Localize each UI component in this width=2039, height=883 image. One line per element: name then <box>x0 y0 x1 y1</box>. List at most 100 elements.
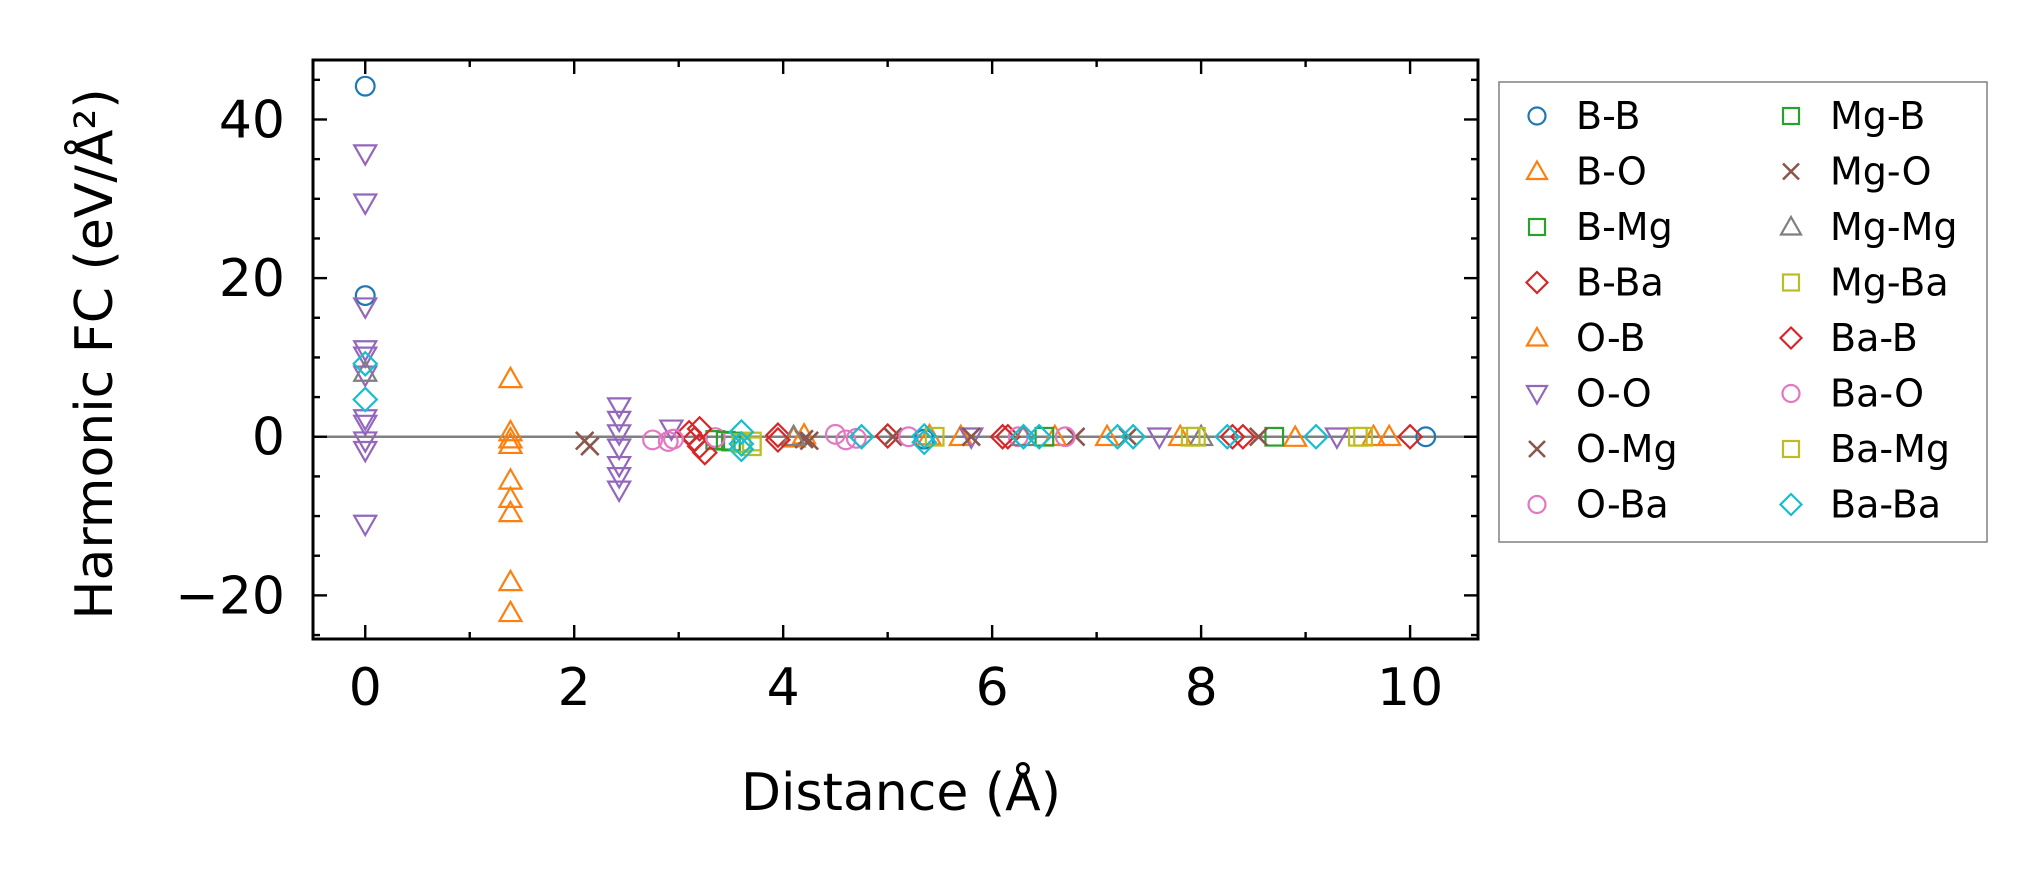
data-point <box>947 423 974 447</box>
data-point <box>352 144 379 167</box>
legend-marker <box>1527 217 1547 237</box>
x-tick-label: 8 <box>1185 658 1218 718</box>
data-point <box>1415 426 1437 448</box>
data-point <box>606 455 633 479</box>
legend-label: Mg-Mg <box>1830 205 1958 249</box>
legend-label: O-Ba <box>1576 483 1669 527</box>
legend-item: Mg-Mg <box>1779 205 1958 249</box>
data-point <box>1264 426 1285 447</box>
legend-marker <box>1781 383 1801 404</box>
legend-item: Ba-Mg <box>1781 427 1950 471</box>
legend-item: O-Ba <box>1527 483 1669 527</box>
data-point <box>1054 426 1076 448</box>
data-point <box>354 75 376 97</box>
series-Ba-Ba <box>352 350 1330 463</box>
series-O-O <box>352 144 1350 538</box>
data-point <box>728 418 755 446</box>
y-axis-label: Harmonic FC (eV/Å²) <box>63 88 125 619</box>
y-tick-label: 20 <box>219 249 285 309</box>
data-point <box>731 433 752 453</box>
data-point <box>606 438 633 462</box>
data-point <box>924 426 945 447</box>
data-point <box>958 427 985 450</box>
data-point <box>1120 423 1147 450</box>
x-tick-label: 6 <box>976 658 1009 718</box>
data-point <box>1185 426 1206 447</box>
legend-item: B-B <box>1527 94 1641 138</box>
data-point <box>1026 423 1053 450</box>
y-tick-label: 0 <box>252 408 285 468</box>
series-O-Mg <box>574 427 1086 456</box>
legend-box <box>1498 81 1988 543</box>
data-point <box>497 599 524 623</box>
data-point <box>1248 427 1269 447</box>
legend-item: B-Mg <box>1527 205 1673 249</box>
legend-item: Mg-B <box>1781 94 1925 138</box>
data-point <box>580 436 600 456</box>
data-point <box>497 499 524 523</box>
data-point <box>1396 423 1424 450</box>
y-tick-label: 40 <box>219 90 285 150</box>
legend-item: B-O <box>1525 150 1647 194</box>
legend-marker <box>1527 494 1547 515</box>
data-point <box>824 423 846 445</box>
data-point <box>1353 426 1373 447</box>
legend-marker <box>1779 214 1803 236</box>
legend-item: Ba-O <box>1781 372 1924 416</box>
data-point <box>704 427 726 448</box>
legend-label: B-O <box>1576 150 1647 194</box>
legend-label: O-O <box>1576 372 1652 416</box>
x-axis-label: Distance (Å) <box>741 761 1061 823</box>
data-point <box>1214 423 1241 450</box>
legend-marker <box>1528 440 1546 458</box>
legend-marker <box>1524 270 1550 295</box>
data-point <box>1146 427 1173 450</box>
legend-marker <box>1782 162 1800 181</box>
legend-item: O-O <box>1525 372 1652 416</box>
data-point <box>780 423 807 447</box>
legend-marker <box>1525 159 1549 181</box>
data-point <box>642 429 664 451</box>
legend-label: B-B <box>1576 94 1641 138</box>
data-point <box>1066 427 1086 447</box>
data-point <box>606 467 633 490</box>
legend-label: Mg-Ba <box>1830 261 1949 305</box>
data-point <box>1282 424 1309 447</box>
legend-marker <box>1781 439 1801 459</box>
data-point <box>497 568 524 592</box>
data-point <box>497 485 524 508</box>
legend-label: O-Mg <box>1576 427 1678 471</box>
legend-marker <box>1525 384 1549 406</box>
legend-item: Mg-O <box>1782 150 1932 194</box>
legend-label: B-Ba <box>1576 261 1664 305</box>
data-point <box>874 422 901 450</box>
plot-area <box>313 75 1478 623</box>
data-point <box>663 428 684 450</box>
data-point <box>606 397 633 420</box>
x-tick-label: 4 <box>767 658 800 718</box>
legend-marker <box>1527 106 1547 126</box>
legend-label: Mg-B <box>1830 94 1925 138</box>
data-point <box>352 414 379 438</box>
data-point <box>352 514 379 538</box>
data-point <box>606 424 633 447</box>
legend-item: O-Mg <box>1528 427 1678 471</box>
data-point <box>911 422 938 450</box>
plot-frame <box>311 58 1480 641</box>
data-point <box>354 285 376 307</box>
data-point <box>497 418 524 442</box>
legend-label: B-Mg <box>1576 205 1673 249</box>
data-point <box>352 193 379 216</box>
legend-marker <box>1778 492 1804 517</box>
data-point <box>606 410 633 434</box>
data-point <box>497 425 524 449</box>
legend-marker <box>1781 106 1801 126</box>
data-point <box>1219 423 1246 450</box>
legend-label: Ba-B <box>1830 316 1918 360</box>
legend-label: Ba-O <box>1830 372 1924 416</box>
data-point <box>606 480 633 504</box>
data-point <box>352 440 379 464</box>
data-point <box>764 426 792 454</box>
legend-label: Ba-Ba <box>1830 483 1941 527</box>
